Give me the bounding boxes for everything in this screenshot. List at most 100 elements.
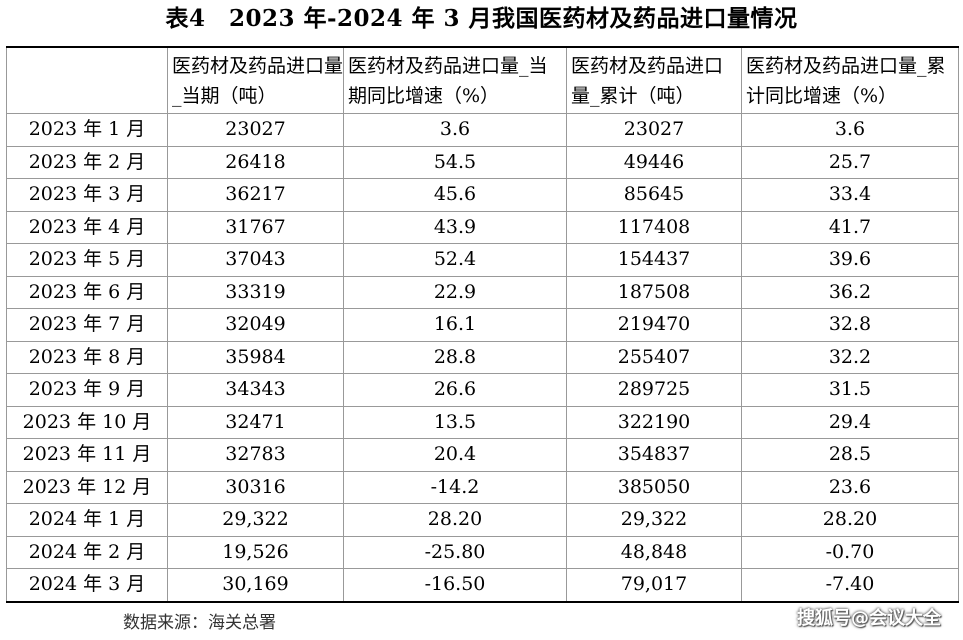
- table-row: 2023 年 6 月 33319 22.9 187508 36.2: [6, 275, 959, 309]
- month-cell: 2023 年 7 月: [6, 308, 168, 342]
- cumulative-yoy-cell: 31.5: [741, 373, 959, 407]
- month-cell: 2023 年 2 月: [6, 145, 168, 179]
- cumulative-yoy-cell: 39.6: [741, 243, 959, 277]
- header-corner-cell: [6, 46, 168, 114]
- current-volume-cell: 32471: [167, 405, 344, 439]
- table-title: 表4 2023 年-2024 年 3 月我国医药材及药品进口量情况: [165, 5, 798, 32]
- month-cell: 2024 年 3 月: [6, 568, 168, 603]
- table-row: 2023 年 2 月 26418 54.5 49446 25.7: [6, 145, 959, 179]
- cumulative-volume-cell: 48,848: [566, 535, 742, 569]
- watermark-logo-text: 搜狐号@会议大全: [797, 608, 941, 629]
- current-yoy-cell: 26.6: [343, 373, 567, 407]
- cumulative-volume-cell: 354837: [566, 438, 742, 472]
- cumulative-yoy-cell: 25.7: [741, 145, 959, 179]
- current-volume-cell: 23027: [167, 113, 344, 147]
- month-cell: 2023 年 12 月: [6, 470, 168, 504]
- source-note: 数据来源：海关总署: [123, 613, 276, 633]
- table-row: 2023 年 9 月 34343 26.6 289725 31.5: [6, 373, 959, 407]
- current-yoy-cell: 28.20: [343, 503, 567, 537]
- cumulative-volume-cell: 385050: [566, 470, 742, 504]
- cumulative-yoy-cell: 41.7: [741, 210, 959, 244]
- month-cell: 2023 年 1 月: [6, 113, 168, 147]
- current-volume-cell: 30,169: [167, 568, 344, 603]
- table-row: 2023 年 12 月 30316 -14.2 385050 23.6: [6, 470, 959, 504]
- current-yoy-cell: 22.9: [343, 275, 567, 309]
- current-yoy-cell: -14.2: [343, 470, 567, 504]
- current-yoy-cell: 45.6: [343, 178, 567, 212]
- header-current-yoy-growth: 医药材及药品进口量_当期同比增速（%）: [343, 46, 567, 114]
- current-volume-cell: 37043: [167, 243, 344, 277]
- month-cell: 2023 年 3 月: [6, 178, 168, 212]
- current-yoy-cell: 13.5: [343, 405, 567, 439]
- current-yoy-cell: -25.80: [343, 535, 567, 569]
- cumulative-volume-cell: 154437: [566, 243, 742, 277]
- cumulative-volume-cell: 49446: [566, 145, 742, 179]
- cumulative-volume-cell: 255407: [566, 340, 742, 374]
- table-row: 2023 年 1 月 23027 3.6 23027 3.6: [6, 113, 959, 147]
- cumulative-yoy-cell: 33.4: [741, 178, 959, 212]
- header-cumulative-yoy-growth: 医药材及药品进口量_累计同比增速（%）: [741, 46, 959, 114]
- cumulative-yoy-cell: 32.8: [741, 308, 959, 342]
- cumulative-yoy-cell: 3.6: [741, 113, 959, 147]
- cumulative-yoy-cell: -7.40: [741, 568, 959, 603]
- table-row: 2024 年 1 月 29,322 28.20 29,322 28.20: [6, 503, 959, 537]
- month-cell: 2023 年 8 月: [6, 340, 168, 374]
- current-yoy-cell: 52.4: [343, 243, 567, 277]
- import-volume-table: 医药材及药品进口量_当期（吨） 医药材及药品进口量_当期同比增速（%） 医药材及…: [6, 46, 959, 603]
- cumulative-yoy-cell: -0.70: [741, 535, 959, 569]
- current-yoy-cell: 3.6: [343, 113, 567, 147]
- cumulative-yoy-cell: 28.5: [741, 438, 959, 472]
- month-cell: 2023 年 9 月: [6, 373, 168, 407]
- current-yoy-cell: 28.8: [343, 340, 567, 374]
- cumulative-volume-cell: 85645: [566, 178, 742, 212]
- current-volume-cell: 36217: [167, 178, 344, 212]
- current-volume-cell: 32783: [167, 438, 344, 472]
- current-volume-cell: 31767: [167, 210, 344, 244]
- table-body: 2023 年 1 月 23027 3.6 23027 3.6 2023 年 2 月 2641…: [6, 113, 959, 603]
- table-row: 2023 年 3 月 36217 45.6 85645 33.4: [6, 178, 959, 212]
- table-row: 2024 年 3 月 30,169 -16.50 79,017 -7.40: [6, 568, 959, 603]
- month-cell: 2024 年 1 月: [6, 503, 168, 537]
- current-yoy-cell: 54.5: [343, 145, 567, 179]
- cumulative-yoy-cell: 23.6: [741, 470, 959, 504]
- current-volume-cell: 35984: [167, 340, 344, 374]
- table-row: 2023 年 4 月 31767 43.9 117408 41.7: [6, 210, 959, 244]
- table-row: 2024 年 2 月 19,526 -25.80 48,848 -0.70: [6, 535, 959, 569]
- current-volume-cell: 33319: [167, 275, 344, 309]
- header-current-volume: 医药材及药品进口量_当期（吨）: [167, 46, 344, 114]
- current-volume-cell: 34343: [167, 373, 344, 407]
- cumulative-volume-cell: 322190: [566, 405, 742, 439]
- current-volume-cell: 30316: [167, 470, 344, 504]
- cumulative-volume-cell: 219470: [566, 308, 742, 342]
- table-row: 2023 年 5 月 37043 52.4 154437 39.6: [6, 243, 959, 277]
- header-cumulative-volume: 医药材及药品进口量_累计（吨）: [566, 46, 742, 114]
- month-cell: 2024 年 2 月: [6, 535, 168, 569]
- cumulative-volume-cell: 29,322: [566, 503, 742, 537]
- cumulative-yoy-cell: 32.2: [741, 340, 959, 374]
- cumulative-yoy-cell: 28.20: [741, 503, 959, 537]
- month-cell: 2023 年 10 月: [6, 405, 168, 439]
- cumulative-yoy-cell: 29.4: [741, 405, 959, 439]
- cumulative-volume-cell: 79,017: [566, 568, 742, 603]
- current-volume-cell: 19,526: [167, 535, 344, 569]
- table-row: 2023 年 10 月 32471 13.5 322190 29.4: [6, 405, 959, 439]
- current-yoy-cell: 43.9: [343, 210, 567, 244]
- month-cell: 2023 年 6 月: [6, 275, 168, 309]
- table-header-row: 医药材及药品进口量_当期（吨） 医药材及药品进口量_当期同比增速（%） 医药材及…: [6, 46, 959, 114]
- month-cell: 2023 年 11 月: [6, 438, 168, 472]
- current-yoy-cell: -16.50: [343, 568, 567, 603]
- current-volume-cell: 32049: [167, 308, 344, 342]
- month-cell: 2023 年 5 月: [6, 243, 168, 277]
- cumulative-volume-cell: 289725: [566, 373, 742, 407]
- current-yoy-cell: 20.4: [343, 438, 567, 472]
- cumulative-volume-cell: 187508: [566, 275, 742, 309]
- cumulative-yoy-cell: 36.2: [741, 275, 959, 309]
- current-volume-cell: 26418: [167, 145, 344, 179]
- table-row: 2023 年 8 月 35984 28.8 255407 32.2: [6, 340, 959, 374]
- cumulative-volume-cell: 117408: [566, 210, 742, 244]
- month-cell: 2023 年 4 月: [6, 210, 168, 244]
- table-row: 2023 年 11 月 32783 20.4 354837 28.5: [6, 438, 959, 472]
- table-row: 2023 年 7 月 32049 16.1 219470 32.8: [6, 308, 959, 342]
- cumulative-volume-cell: 23027: [566, 113, 742, 147]
- current-volume-cell: 29,322: [167, 503, 344, 537]
